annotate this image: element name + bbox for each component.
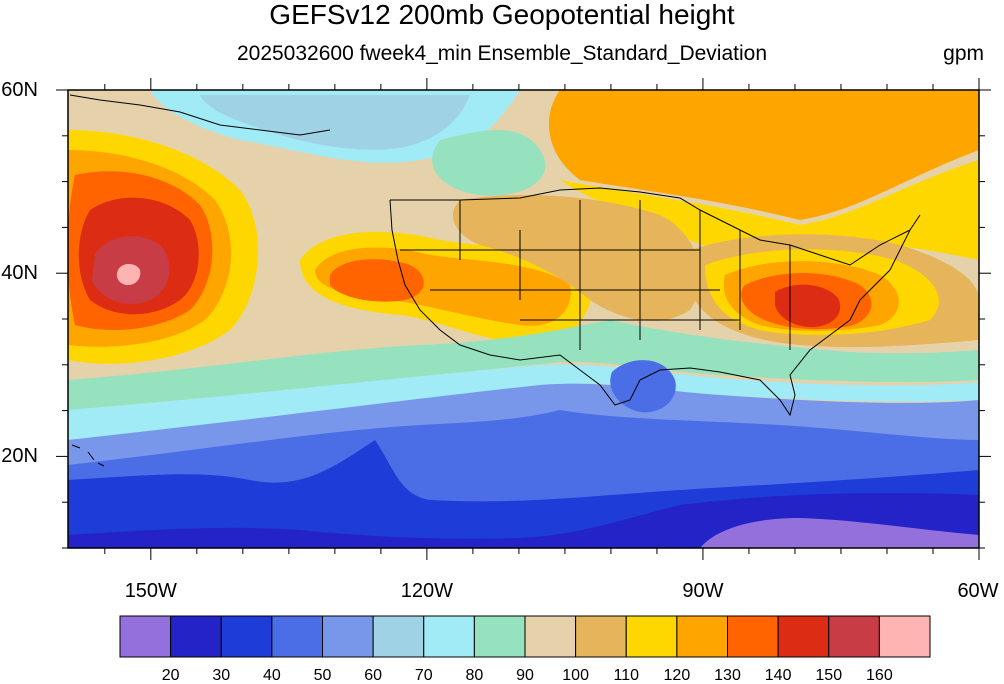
gulf-alaska-lightblue bbox=[200, 95, 470, 150]
colorbar-label: 90 bbox=[516, 667, 534, 684]
contour-field bbox=[68, 90, 979, 548]
colorbar-swatch bbox=[271, 615, 323, 658]
south-teal-band bbox=[68, 320, 979, 410]
colorbar-label: 70 bbox=[414, 667, 433, 684]
lat-label: 60N bbox=[1, 79, 38, 101]
colorbar-swatch bbox=[372, 615, 425, 658]
colorbar-label: 60 bbox=[364, 667, 383, 684]
axis-ticks bbox=[56, 78, 991, 560]
plains-tan bbox=[452, 195, 700, 321]
colorbar-swatch bbox=[828, 615, 880, 658]
equatorial-purple bbox=[700, 518, 979, 548]
alaska-teal bbox=[432, 130, 546, 196]
colorbar-label: 110 bbox=[613, 667, 640, 684]
colorbar-swatch bbox=[220, 615, 273, 658]
gulf-blue-min bbox=[610, 360, 676, 413]
colorbar bbox=[119, 615, 931, 658]
colorbar-swatch bbox=[777, 615, 830, 658]
colorbar-swatch bbox=[524, 615, 577, 658]
colorbar-swatch bbox=[676, 615, 728, 658]
map-subtitle: 2025032600 fweek4_min Ensemble_Standard_… bbox=[236, 42, 768, 65]
colorbar-swatch bbox=[727, 615, 779, 658]
colorbar-swatch bbox=[575, 615, 627, 658]
colorbar-swatch bbox=[170, 615, 222, 658]
colorbar-label: 80 bbox=[465, 667, 484, 684]
colorbar-label: 140 bbox=[764, 667, 792, 684]
lon-label: 60W bbox=[957, 580, 999, 602]
map-title: GEFSv12 200mb Geopotential height bbox=[269, 0, 735, 30]
colorbar-swatch bbox=[119, 615, 172, 658]
lat-label: 20N bbox=[1, 445, 38, 468]
units-label: gpm bbox=[943, 42, 984, 65]
lon-label: 150W bbox=[124, 580, 177, 602]
lat-label: 40N bbox=[1, 262, 38, 285]
political-boundaries bbox=[69, 94, 921, 467]
colorbar-label: 130 bbox=[714, 667, 741, 684]
colorbar-label: 160 bbox=[866, 667, 893, 684]
colorbar-label: 120 bbox=[663, 667, 691, 684]
pacific-pink bbox=[116, 264, 141, 286]
colorbar-swatch bbox=[625, 615, 678, 658]
colorbar-label: 100 bbox=[562, 667, 589, 684]
canada-orange-region bbox=[548, 90, 979, 220]
carolinas-red bbox=[775, 284, 841, 328]
colorbar-label: 50 bbox=[313, 667, 332, 684]
lon-label: 90W bbox=[682, 580, 724, 602]
canada-yellow-band bbox=[560, 160, 979, 260]
lon-label: 120W bbox=[400, 580, 453, 602]
colorbar-label: 40 bbox=[262, 667, 281, 684]
south-cyan-band bbox=[68, 364, 979, 440]
colorbar-swatch bbox=[473, 615, 526, 658]
colorbar-swatch bbox=[878, 615, 931, 658]
colorbar-swatch bbox=[423, 615, 475, 658]
colorbar-label: 30 bbox=[212, 667, 231, 684]
colorbar-label: 150 bbox=[815, 667, 843, 684]
colorbar-swatch bbox=[322, 615, 374, 658]
colorbar-label: 20 bbox=[161, 667, 180, 684]
